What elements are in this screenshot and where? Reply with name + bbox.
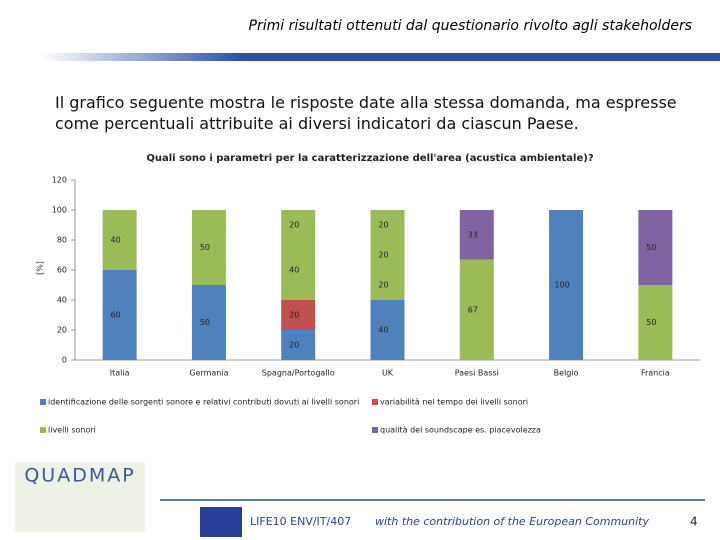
bar-segment — [370, 270, 405, 300]
bar-segment — [281, 330, 316, 360]
y-tick-label: 0 — [62, 356, 67, 365]
bar-segment — [191, 285, 226, 360]
data-label: 60 — [111, 311, 121, 320]
x-tick-label: Italia — [110, 369, 130, 378]
data-label: 20 — [378, 281, 388, 290]
page-number: 4 — [690, 515, 698, 529]
y-tick-label: 20 — [57, 326, 67, 335]
logo: QUADMAP — [24, 465, 135, 487]
bar-segment — [370, 300, 405, 360]
data-label: 50 — [200, 318, 210, 327]
legend-label: identificazione delle sorgenti sonore e … — [48, 398, 359, 407]
y-tick-label: 40 — [57, 296, 67, 305]
data-label: 67 — [468, 305, 478, 314]
data-label: 20 — [378, 251, 388, 260]
bar-segment — [638, 210, 673, 285]
data-label: 20 — [289, 221, 299, 230]
x-tick-label: UK — [382, 369, 394, 378]
legend-swatch — [372, 427, 378, 433]
logo-box — [15, 462, 145, 532]
data-label: 50 — [200, 243, 210, 252]
y-tick-label: 80 — [57, 236, 67, 245]
data-label: 100 — [554, 281, 569, 290]
data-label: 20 — [289, 341, 299, 350]
y-tick-label: 120 — [52, 176, 67, 185]
legend-label: qualità del soundscape es. piacevolezza — [380, 426, 541, 435]
bar-segment — [102, 270, 137, 360]
bar-segment — [549, 210, 584, 360]
data-label: 50 — [646, 243, 656, 252]
slide-header: Primi risultati ottenuti dal questionari… — [248, 18, 692, 34]
x-tick-label: Belgio — [554, 369, 579, 378]
bar-segment — [102, 210, 137, 270]
eu-flag — [200, 507, 242, 537]
bar-segment — [370, 240, 405, 270]
x-tick-label: Spagna/Portogallo — [262, 369, 335, 378]
bar-segment — [191, 210, 226, 285]
bar-segment — [638, 285, 673, 360]
legend-swatch — [40, 427, 46, 433]
slide-text: Il grafico seguente mostra le risposte d… — [55, 93, 677, 133]
legend-label: variabilità nel tempo dei livelli sonori — [380, 398, 528, 407]
x-tick-label: Germania — [189, 369, 228, 378]
data-label: 33 — [468, 230, 478, 239]
footer-code: LIFE10 ENV/IT/407 — [250, 515, 351, 528]
bar-segment — [281, 210, 316, 240]
data-label: 50 — [646, 318, 656, 327]
data-label: 40 — [289, 266, 299, 275]
header-band — [40, 53, 720, 61]
data-label: 40 — [378, 326, 388, 335]
x-tick-label: Paesi Bassi — [455, 369, 499, 378]
y-axis-label: [%] — [36, 261, 45, 275]
x-tick-label: Francia — [641, 369, 670, 378]
legend-swatch — [40, 399, 46, 405]
y-tick-label: 60 — [57, 266, 67, 275]
data-label: 20 — [378, 221, 388, 230]
bar-segment — [459, 259, 494, 360]
chart-title: Quali sono i parametri per la caratteriz… — [146, 153, 593, 164]
bar-segment — [459, 210, 494, 260]
data-label: 20 — [289, 311, 299, 320]
bar-segment — [281, 300, 316, 330]
footer-text: with the contribution of the European Co… — [375, 515, 649, 528]
data-label: 40 — [111, 236, 121, 245]
legend-swatch — [372, 399, 378, 405]
y-tick-label: 100 — [52, 206, 67, 215]
bar-segment — [281, 240, 316, 300]
legend-label: livelli sonori — [48, 426, 96, 435]
bar-segment — [370, 210, 405, 240]
